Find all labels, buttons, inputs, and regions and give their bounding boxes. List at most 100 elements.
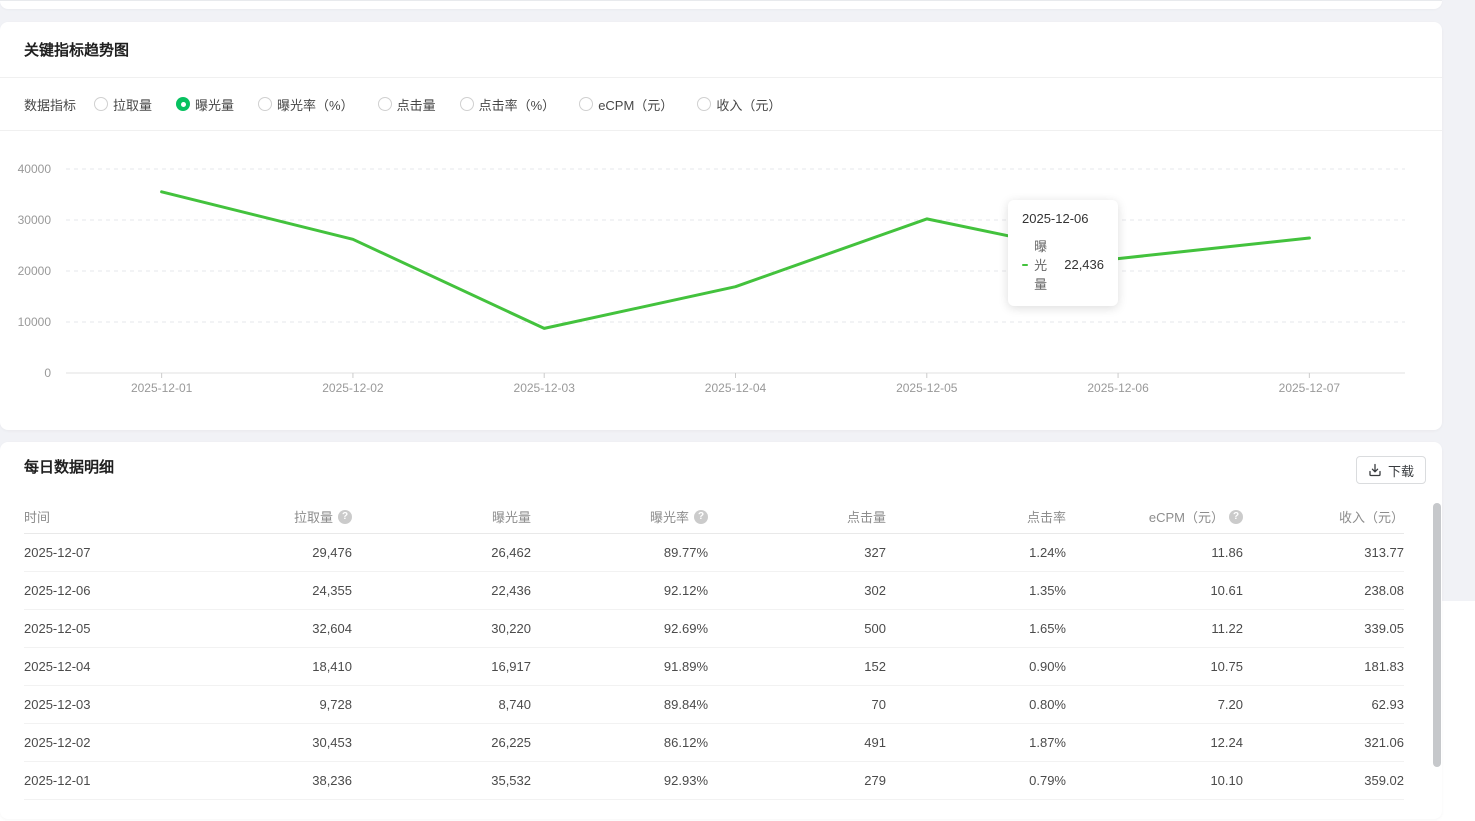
cell-value: 1.65% (1029, 621, 1066, 636)
chart-tooltip: 2025-12-06 曝光量 22,436 (1008, 200, 1118, 306)
radio-unselected-icon[interactable] (258, 97, 273, 111)
cell-value: 0.90% (1029, 659, 1066, 674)
cell-value: 89.77% (663, 545, 708, 560)
metric-radio-label: 曝光量 (195, 97, 235, 113)
cell-value: 1.87% (1029, 735, 1066, 750)
cell-date: 2025-12-01 (24, 773, 91, 788)
y-axis-tick-label: 0 (44, 366, 51, 380)
help-icon[interactable]: ? (1229, 509, 1243, 524)
x-axis-tick-label: 2025-12-03 (514, 381, 576, 395)
metric-radio-2[interactable]: 曝光量 (176, 95, 234, 114)
metric-radio-label: 点击率（%） (478, 97, 556, 113)
cell-value: 16,917 (491, 659, 531, 674)
x-axis-tick-label: 2025-12-02 (322, 381, 384, 395)
cell-value: 35,532 (491, 773, 531, 788)
column-header-label: 点击量 (846, 510, 886, 525)
cell-value: 12.24 (1210, 735, 1243, 750)
column-header: 时间 (24, 500, 174, 533)
trend-card-header: 关键指标趋势图 (0, 22, 1442, 78)
table-card-title: 每日数据明细 (24, 459, 115, 476)
cell-value: 0.79% (1029, 773, 1066, 788)
metric-radio-5[interactable]: 点击率（%） (459, 95, 556, 114)
table-card-header: 每日数据明细 下载 (0, 442, 1442, 484)
daily-data-card: 每日数据明细 下载 时间 拉取量? 曝光量 曝光率? 点击量 点击率 eCPM（元）? 收入（… (0, 442, 1442, 819)
cell-value: 62.93 (1371, 697, 1404, 712)
help-icon[interactable]: ? (338, 509, 352, 524)
cell-value: 22,436 (491, 583, 531, 598)
radio-unselected-icon[interactable] (377, 97, 392, 111)
cell-value: 302 (864, 583, 886, 598)
table-scrollbar[interactable] (1433, 503, 1441, 767)
metric-radio-1[interactable]: 拉取量 (94, 95, 152, 114)
radio-unselected-icon[interactable] (579, 97, 594, 111)
previous-card-bottom-edge (0, 0, 1442, 9)
cell-value: 11.22 (1211, 621, 1243, 636)
cell-value: 30,220 (491, 621, 531, 636)
metric-radio-3[interactable]: 曝光率（%） (258, 95, 354, 114)
cell-value: 181.83 (1364, 659, 1404, 674)
cell-value: 92.12% (663, 583, 708, 598)
cell-value: 1.24% (1029, 545, 1066, 560)
column-header: 曝光量 (352, 500, 531, 533)
download-button[interactable]: 下载 (1355, 456, 1426, 484)
help-icon[interactable]: ? (694, 509, 708, 524)
cell-value: 152 (864, 659, 886, 674)
radio-unselected-icon[interactable] (94, 97, 109, 111)
download-icon (1369, 463, 1381, 477)
trend-chart-card: 关键指标趋势图 数据指标 拉取量 曝光量 曝光率（%） 点击量 点击率（%） eCPM（元… (0, 22, 1442, 430)
y-axis-tick-label: 30000 (18, 213, 52, 227)
trend-card-title: 关键指标趋势图 (24, 42, 130, 59)
line-chart: 0 10000 20000 30000 40000 2025-12-01 2025-12-0… (18, 162, 1405, 395)
cell-value: 26,462 (491, 545, 531, 560)
cell-date: 2025-12-02 (24, 735, 91, 750)
tooltip-date: 2025-12-06 (1022, 211, 1089, 226)
column-header-label: 拉取量 (293, 510, 333, 525)
metric-radio-label: 拉取量 (113, 97, 153, 113)
metric-radio-6[interactable]: eCPM（元） (579, 95, 673, 114)
table-row: 2025-12-01 38,236 35,532 92.93% 279 0.79% 10.1… (24, 762, 1404, 800)
daily-data-table: 时间 拉取量? 曝光量 曝光率? 点击量 点击率 eCPM（元）? 收入（元） 2025-12-… (24, 500, 1404, 800)
column-header-label: 时间 (24, 510, 51, 525)
cell-value: 279 (864, 773, 886, 788)
metric-radio-label: eCPM（元） (598, 97, 674, 113)
column-header-label: 点击率 (1026, 510, 1066, 525)
metric-radio-label: 曝光率（%） (277, 97, 354, 113)
cell-value: 38,236 (312, 773, 352, 788)
metric-radio-label: 收入（元） (716, 97, 782, 113)
table-row: 2025-12-05 32,604 30,220 92.69% 500 1.65% 11.2… (24, 610, 1404, 648)
y-axis-tick-label: 20000 (18, 264, 52, 278)
column-header: 点击率 (886, 500, 1066, 533)
cell-value: 30,453 (312, 735, 352, 750)
x-axis-tick-label: 2025-12-06 (1087, 381, 1149, 395)
line-chart-area[interactable]: 0 10000 20000 30000 40000 2025-12-01 2025-12-0… (0, 131, 1442, 429)
cell-value: 491 (864, 735, 886, 750)
metric-group-label: 数据指标 (24, 97, 77, 113)
cell-value: 89.84% (663, 697, 708, 712)
cell-value: 9,728 (319, 697, 352, 712)
metric-radio-7[interactable]: 收入（元） (697, 95, 781, 114)
y-axis-tick-label: 10000 (18, 315, 52, 329)
metric-radio-4[interactable]: 点击量 (377, 95, 436, 114)
table-row: 2025-12-07 29,476 26,462 89.77% 327 1.24% 11.8… (24, 534, 1404, 572)
column-header-label: 曝光率 (649, 510, 689, 525)
cell-value: 24,355 (312, 583, 352, 598)
cell-value: 91.89% (663, 659, 708, 674)
column-header: 曝光率? (531, 500, 708, 533)
cell-value: 26,225 (491, 735, 531, 750)
download-button-label: 下载 (1387, 463, 1414, 479)
radio-selected-icon[interactable] (176, 97, 191, 111)
cell-value: 8,740 (498, 697, 531, 712)
table-row: 2025-12-04 18,410 16,917 91.89% 152 0.90% 10.7… (24, 648, 1404, 686)
column-header: 点击量 (708, 500, 886, 533)
cell-value: 359.02 (1364, 773, 1404, 788)
cell-date: 2025-12-06 (24, 583, 91, 598)
cell-value: 238.08 (1364, 583, 1404, 598)
cell-value: 500 (864, 621, 886, 636)
column-header-label: 收入（元） (1338, 510, 1404, 525)
metric-selector-row: 数据指标 拉取量 曝光量 曝光率（%） 点击量 点击率（%） eCPM（元） 收入（元） (0, 78, 1442, 131)
cell-date: 2025-12-07 (24, 545, 91, 560)
radio-unselected-icon[interactable] (697, 97, 712, 111)
column-header: 拉取量? (174, 500, 352, 533)
radio-unselected-icon[interactable] (459, 97, 474, 111)
column-header-label: 曝光量 (491, 510, 531, 525)
